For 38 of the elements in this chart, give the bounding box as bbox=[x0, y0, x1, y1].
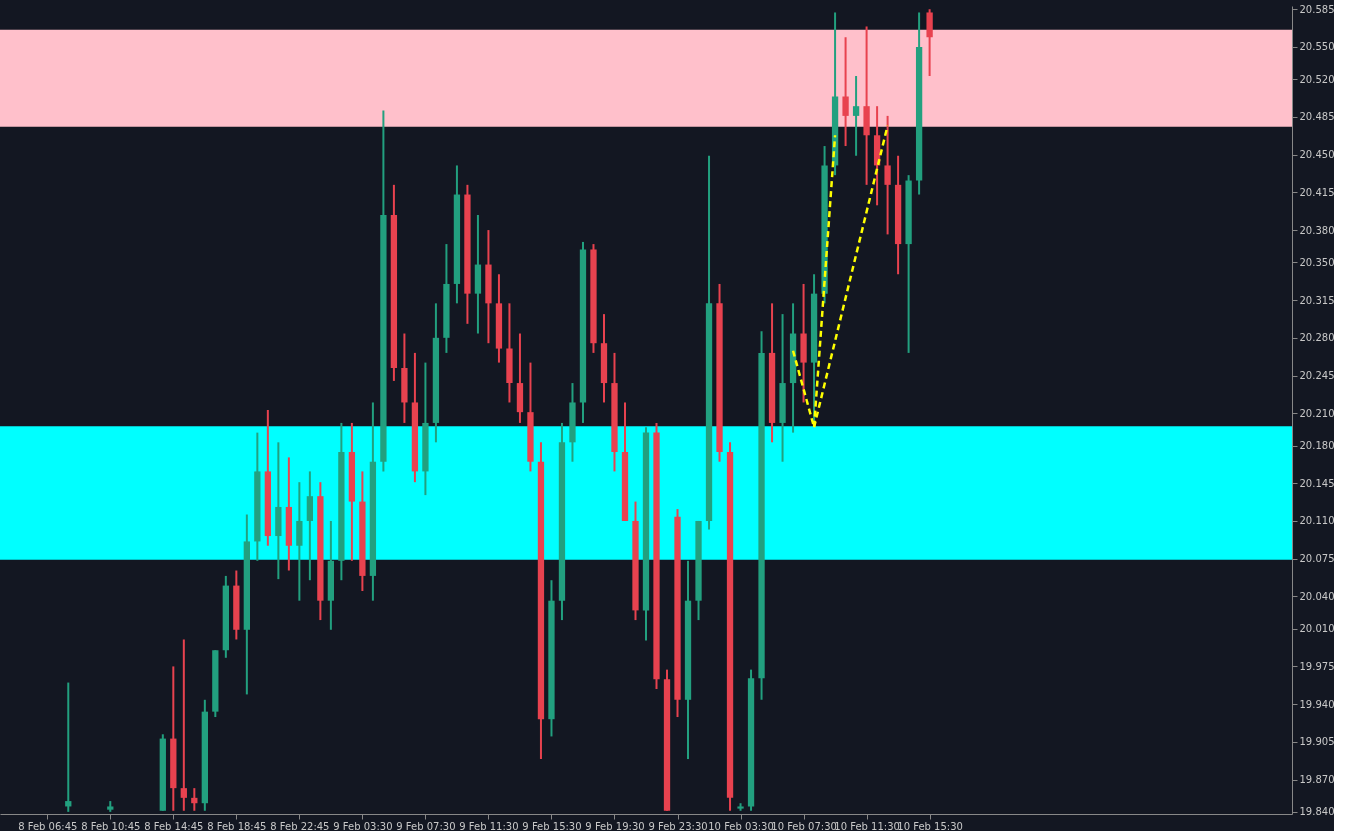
y-tick-label: 20.350 bbox=[1299, 256, 1335, 268]
y-tick-label: 19.905 bbox=[1299, 736, 1335, 748]
x-tick-label: 10 Feb 03:30 bbox=[708, 820, 774, 832]
y-tick-label: 20.450 bbox=[1299, 149, 1335, 161]
x-tick-label: 9 Feb 23:30 bbox=[648, 820, 708, 832]
y-tick-label: 20.245 bbox=[1299, 370, 1335, 382]
y-tick-label: 20.520 bbox=[1299, 73, 1335, 85]
x-tick-label: 9 Feb 15:30 bbox=[522, 820, 582, 832]
y-tick-label: 20.180 bbox=[1299, 440, 1335, 452]
y-tick-label: 20.415 bbox=[1299, 186, 1335, 198]
y-tick-label: 20.380 bbox=[1299, 224, 1335, 236]
y-tick-label: 20.485 bbox=[1299, 111, 1335, 123]
x-tick-label: 9 Feb 11:30 bbox=[459, 820, 519, 832]
x-tick-label: 10 Feb 15:30 bbox=[897, 820, 963, 832]
x-tick-label: 8 Feb 14:45 bbox=[144, 820, 204, 832]
y-tick-label: 20.075 bbox=[1299, 553, 1335, 565]
y-tick-label: 20.010 bbox=[1299, 623, 1335, 635]
y-tick-label: 19.840 bbox=[1299, 806, 1335, 818]
y-tick-label: 20.145 bbox=[1299, 477, 1335, 489]
x-tick-label: 8 Feb 06:45 bbox=[18, 820, 78, 832]
y-tick-label: 20.040 bbox=[1299, 590, 1335, 602]
x-tick-label: 8 Feb 18:45 bbox=[207, 820, 267, 832]
x-tick-label: 10 Feb 07:30 bbox=[771, 820, 837, 832]
y-tick-label: 19.870 bbox=[1299, 774, 1335, 786]
y-tick-label: 20.210 bbox=[1299, 407, 1335, 419]
y-tick-label: 19.975 bbox=[1299, 660, 1335, 672]
x-tick-label: 9 Feb 03:30 bbox=[333, 820, 393, 832]
y-tick-label: 20.585 bbox=[1299, 3, 1335, 15]
y-tick-label: 20.315 bbox=[1299, 294, 1335, 306]
x-tick-label: 10 Feb 11:30 bbox=[834, 820, 900, 832]
x-tick-label: 9 Feb 07:30 bbox=[396, 820, 456, 832]
y-tick-label: 20.110 bbox=[1299, 515, 1335, 527]
y-tick-label: 19.940 bbox=[1299, 698, 1335, 710]
y-tick-label: 20.550 bbox=[1299, 41, 1335, 53]
x-tick-label: 8 Feb 10:45 bbox=[81, 820, 141, 832]
y-tick-label: 20.280 bbox=[1299, 332, 1335, 344]
x-tick-label: 8 Feb 22:45 bbox=[270, 820, 330, 832]
x-tick-label: 9 Feb 19:30 bbox=[585, 820, 645, 832]
